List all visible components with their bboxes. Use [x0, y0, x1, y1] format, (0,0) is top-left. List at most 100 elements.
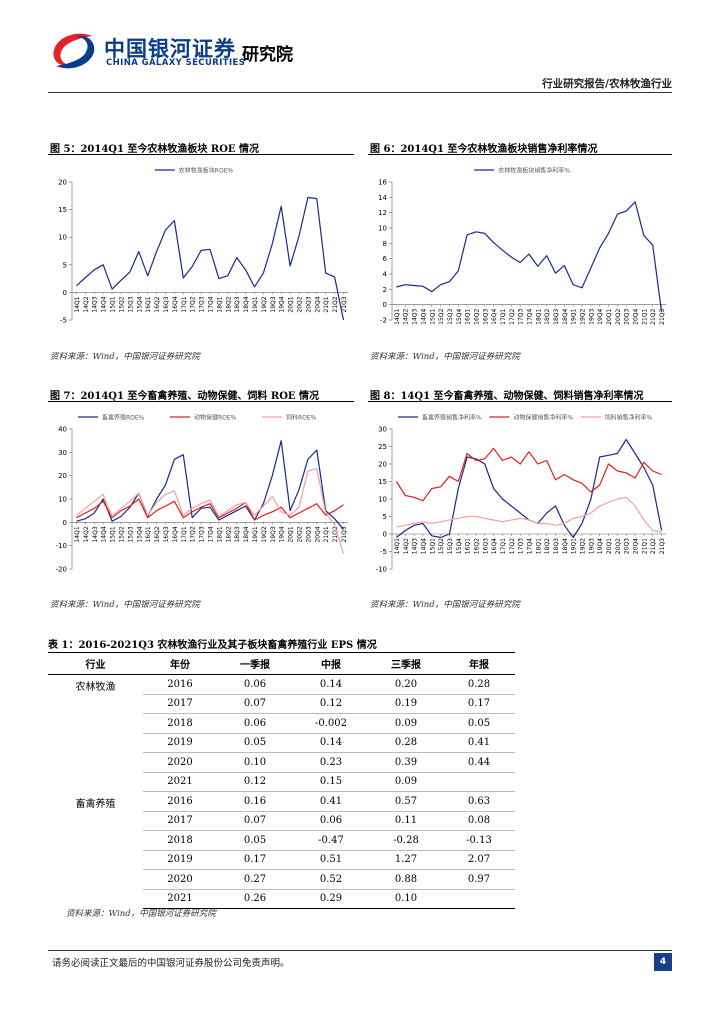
x-tick-label: 18Q1	[535, 308, 542, 324]
y-tick-label: -10	[56, 542, 67, 550]
x-tick-label: 20Q3	[624, 308, 631, 324]
legend-label: 动物保健销售净利率%	[513, 414, 573, 422]
x-tick-label: 17Q4	[527, 308, 534, 324]
table-cell: -0.13	[443, 830, 515, 851]
table-row: 2017 0.07 0.06 0.11 0.08	[48, 811, 515, 831]
x-tick-label: 15Q1	[110, 296, 117, 312]
y-tick-label: 2	[383, 286, 387, 294]
table-cell: 2016	[143, 674, 217, 695]
x-tick-label: 18Q1	[216, 526, 223, 542]
x-tick-label: 18Q3	[234, 526, 241, 542]
y-tick-label: 20	[58, 472, 67, 480]
x-tick-label: 21Q2	[650, 538, 657, 554]
y-tick-label: 0	[383, 301, 387, 309]
industry-cell: 畜禽养殖	[75, 798, 116, 810]
x-tick-label: 20Q3	[305, 526, 312, 542]
x-tick-label: 14Q1	[394, 308, 401, 324]
table-cell: 0.14	[293, 733, 369, 753]
x-tick-label: 15Q3	[127, 296, 134, 312]
series-line	[396, 201, 663, 313]
x-tick-label: 20Q4	[314, 526, 321, 542]
table-cell: 0.08	[443, 811, 515, 831]
x-tick-label: 17Q1	[181, 296, 188, 312]
x-tick-label: 16Q1	[145, 296, 152, 312]
x-tick-label: 18Q4	[243, 526, 250, 542]
footer-divider	[48, 950, 672, 951]
x-tick-label: 15Q4	[456, 538, 463, 554]
table-cell: 0.14	[293, 674, 369, 695]
x-tick-label: 20Q3	[624, 538, 631, 554]
table-cell: 0.26	[217, 889, 293, 909]
x-tick-label: 20Q3	[305, 296, 312, 312]
x-tick-label: 17Q2	[190, 526, 197, 542]
brand-name-en: CHINA GALAXY SECURITIES	[106, 58, 246, 68]
x-tick-label: 17Q3	[199, 296, 206, 312]
table-cell: 1.27	[369, 850, 443, 870]
figure-8-title: 图 8：14Q1 至今畜禽养殖、动物保健、饲料销售净利率情况	[370, 391, 644, 402]
legend-label: 农林牧渔板块ROE%	[179, 167, 234, 175]
x-tick-label: 18Q1	[535, 538, 542, 554]
x-tick-label: 16Q4	[491, 538, 498, 554]
legend-label: 畜禽养殖销售净利率%	[422, 414, 482, 422]
x-tick-label: 17Q3	[518, 538, 525, 554]
table-row: 2020 0.27 0.52 0.88 0.97	[48, 869, 515, 890]
x-tick-label: 20Q4	[314, 296, 321, 312]
x-tick-label: 14Q3	[92, 296, 99, 312]
x-tick-label: 14Q4	[420, 538, 427, 554]
x-tick-label: 19Q1	[571, 308, 578, 324]
col-header-q1: 一季报	[217, 652, 293, 675]
x-tick-label: 14Q3	[412, 538, 419, 554]
table-cell: 0.28	[443, 674, 515, 695]
table-cell: 2017	[143, 811, 217, 831]
table-cell: 0.52	[293, 869, 369, 890]
table-cell: 0.05	[217, 733, 293, 753]
x-tick-label: 21Q1	[641, 308, 648, 324]
figure-7-chart: 畜禽养殖ROE% 动物保健ROE% 饲料ROE% -20 -10 0 10 20 30 40 14Q…	[56, 414, 348, 574]
industry-cell: 农林牧渔	[75, 682, 116, 693]
table-cell	[443, 889, 515, 909]
x-tick-label: 19Q1	[252, 296, 259, 312]
x-tick-label: 17Q2	[509, 308, 516, 324]
table-row: 畜禽养殖 2016 0.16 0.41 0.57 0.63	[48, 791, 515, 812]
x-tick-label: 16Q1	[465, 308, 472, 324]
y-tick-label: 15	[378, 478, 387, 486]
footer-disclaimer: 请务必阅读正文最后的中国银河证券股份公司免责声明。	[52, 958, 290, 969]
figure-7-rule	[48, 401, 354, 402]
x-tick-label: 15Q3	[127, 526, 134, 542]
x-tick-label: 14Q4	[101, 526, 108, 542]
y-tick-label: 10	[58, 234, 67, 242]
y-tick-label: 30	[58, 449, 67, 457]
y-tick-label: -10	[376, 566, 387, 574]
y-tick-label: 0	[63, 289, 67, 297]
figure-5-chart: 农林牧渔板块ROE% -5 0 5 10 15 20 14Q1 14Q2 14Q3 14Q4 15Q1…	[58, 167, 348, 325]
x-tick-label: 21Q1	[323, 296, 330, 312]
table-cell: 0.27	[217, 869, 293, 890]
x-tick-label: 17Q1	[500, 308, 507, 324]
x-tick-label: 16Q4	[172, 296, 179, 312]
table-1-source: 资料来源：Wind，中国银河证券研究院	[66, 909, 216, 919]
table-cell: 0.07	[217, 694, 293, 714]
table-cell: 0.06	[217, 713, 293, 734]
y-tick-label: 20	[58, 179, 67, 187]
table-cell: 0.97	[443, 869, 515, 890]
x-tick-label: 15Q4	[136, 296, 143, 312]
x-tick-label: 18Q4	[562, 538, 569, 554]
table-cell: 0.15	[293, 772, 369, 792]
y-tick-label: -5	[380, 548, 387, 556]
x-tick-label: 19Q2	[580, 538, 587, 554]
table-row: 2021 0.26 0.29 0.10	[48, 889, 515, 909]
x-tick-label: 18Q1	[216, 296, 223, 312]
x-tick-label: 16Q3	[163, 526, 170, 542]
table-cell: 2020	[143, 752, 217, 773]
figure-8-chart: 畜禽养殖销售净利率% 动物保健销售净利率% 饲料销售净利率% -10 -5 0 5 10 15 2…	[376, 414, 667, 574]
x-tick-label: 18Q2	[544, 308, 551, 324]
figure-5-title: 图 5：2014Q1 至今农林牧渔板块 ROE 情况	[50, 144, 260, 155]
table-cell: 0.51	[293, 850, 369, 870]
table-cell: 0.17	[443, 694, 515, 714]
y-tick-label: 12	[378, 209, 387, 217]
x-tick-label: 16Q3	[163, 296, 170, 312]
table-cell: -0.47	[293, 830, 369, 851]
x-tick-label: 19Q4	[597, 538, 604, 554]
header-divider	[48, 92, 672, 93]
